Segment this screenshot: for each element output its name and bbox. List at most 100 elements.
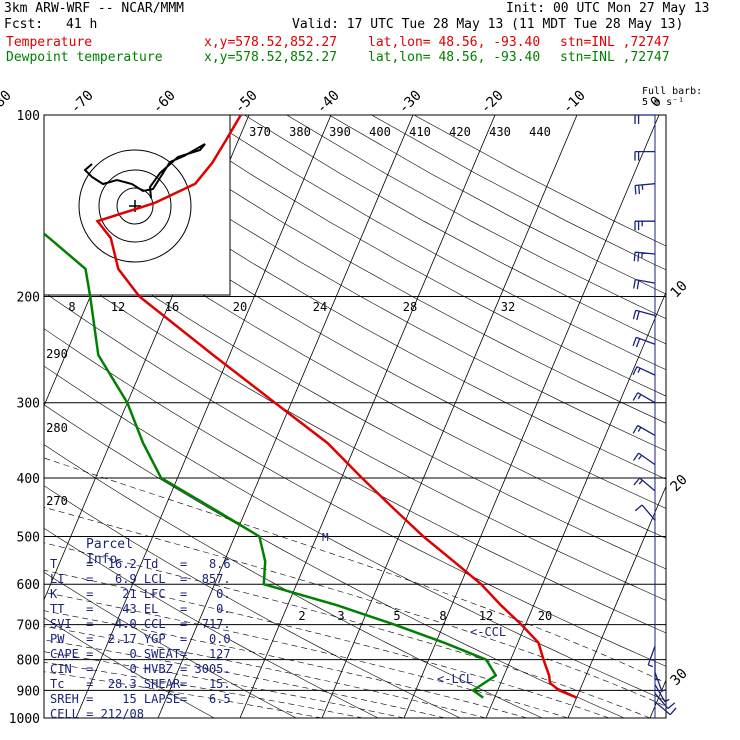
- wind-barb: [654, 701, 677, 716]
- temperature-trace: [95, 115, 578, 699]
- parcel-cell: CELL = 212/08: [50, 707, 144, 721]
- temperature-station: stn=INL ,72747: [560, 35, 670, 50]
- dry-adiabat: [44, 256, 666, 601]
- isotherm: [485, 291, 666, 718]
- dry-adiabat: [44, 221, 666, 570]
- wind-barb: [654, 672, 667, 692]
- isotherm: [732, 115, 740, 718]
- dewpoint-trace: [44, 232, 498, 699]
- dry-adiabat: [44, 404, 625, 718]
- theta-side-label-280: 280: [46, 421, 68, 435]
- init-time: Init: 00 UTC Mon 27 May 13: [506, 1, 710, 16]
- wind-barb: [633, 278, 656, 290]
- temperature-tick--60: -60: [150, 88, 179, 117]
- parcel-row-tc: Tc = 28.3 SHEAR= 15.: [50, 677, 231, 691]
- moist-adiabat: [44, 569, 610, 718]
- moist-adiabat: [44, 610, 528, 718]
- temperature-tick--20: -20: [478, 88, 507, 117]
- hodo-ring-1: [98, 169, 172, 243]
- hodo-speed-label-20: 20: [233, 300, 247, 314]
- wind-barb: [647, 645, 656, 668]
- isotherm: [649, 679, 666, 718]
- ccl-marker: <-CCL: [470, 625, 506, 639]
- dry-adiabat: [44, 571, 297, 718]
- theta-side-label-270: 270: [46, 494, 68, 508]
- dry-adiabat: [44, 444, 543, 718]
- wind-barb: [634, 114, 655, 124]
- temperature-xy: x,y=578.52,852.27: [204, 35, 338, 50]
- forecast-hour: 41 h: [66, 17, 98, 32]
- wind-barb: [632, 336, 656, 348]
- pressure-label-500: 500: [17, 530, 40, 545]
- mixing-ratio-label-2: 2: [298, 609, 305, 623]
- parcel-row-k: K = 21 LFC = 0.: [50, 587, 231, 601]
- dry-adiabat: [74, 115, 666, 452]
- temperature-tick-30: 30: [668, 666, 691, 689]
- temperature-tick-20: 20: [668, 472, 691, 495]
- parcel-row-sreh: SREH = 15 LAPSE= 6.5: [50, 692, 231, 706]
- theta-label-430: 430: [489, 125, 511, 139]
- pressure-label-200: 200: [17, 291, 40, 306]
- parcel-row-cin: CIN = 0 HVBZ = 3005.: [50, 662, 231, 676]
- dry-adiabat: [44, 291, 666, 634]
- isotherm: [403, 115, 660, 718]
- pressure-label-900: 900: [17, 684, 40, 699]
- dry-adiabat: [44, 154, 666, 509]
- hodo-ring-0: [116, 187, 154, 225]
- isotherm: [0, 115, 3, 718]
- lcl-marker: <-LCL: [437, 672, 473, 686]
- mixing-ratio-label-8: 8: [439, 609, 446, 623]
- dry-adiabat: [44, 617, 215, 718]
- theta-label-400: 400: [369, 125, 391, 139]
- hodo-speed-label-24: 24: [313, 300, 327, 314]
- wind-barb: [654, 692, 676, 710]
- moist-adiabat: [44, 651, 405, 718]
- moist-adiabat: [44, 457, 666, 684]
- dewpoint-xy: x,y=578.52,852.27: [204, 50, 338, 65]
- dry-adiabat: [44, 485, 461, 718]
- hodograph-trace: [83, 143, 206, 199]
- hodo-speed-label-12: 12: [111, 300, 125, 314]
- hodo-speed-label-8: 8: [68, 300, 75, 314]
- hodo-speed-label-32: 32: [501, 300, 515, 314]
- wind-barb-caption: Full barb:: [642, 86, 702, 97]
- dry-adiabat: [286, 115, 666, 319]
- wind-barb: [632, 366, 656, 376]
- dry-adiabat: [201, 115, 666, 371]
- wind-barb: [633, 477, 656, 492]
- hodo-speed-label-28: 28: [403, 300, 417, 314]
- parcel-row-cape: CAPE = 0 SWEAT= 127: [50, 647, 231, 661]
- parcel-row-tt: TT = 43 EL = 0.: [50, 602, 231, 616]
- dry-adiabat: [413, 115, 666, 247]
- theta-label-390: 390: [329, 125, 351, 139]
- isotherm: [75, 115, 332, 718]
- isotherm: [157, 115, 414, 718]
- theta-label-420: 420: [449, 125, 471, 139]
- dry-adiabat: [371, 115, 666, 271]
- parcel-info-title: Parcel Info: [86, 537, 133, 567]
- theta-label-380: 380: [289, 125, 311, 139]
- dry-adiabat: [159, 115, 666, 397]
- moist-adiabat: [44, 626, 487, 718]
- wind-barb: [632, 424, 656, 437]
- wind-barb: [634, 150, 656, 161]
- valid-time: Valid: 17 UTC Tue 28 May 13 (11 MDT Tue …: [292, 17, 684, 32]
- dry-adiabat: [44, 187, 666, 539]
- pressure-label-300: 300: [17, 397, 40, 412]
- pressure-label-100: 100: [17, 109, 40, 124]
- theta-side-label-290: 290: [46, 347, 68, 361]
- wind-barb-caption: 5 m s⁻¹: [642, 97, 684, 108]
- mixing-ratio-label-12: 12: [479, 609, 493, 623]
- theta-label-410: 410: [409, 125, 431, 139]
- temperature-tick--40: -40: [314, 88, 343, 117]
- wind-barb: [654, 684, 670, 703]
- theta-label-370: 370: [249, 125, 271, 139]
- wind-barb: [634, 220, 656, 231]
- parcel-row-svi: SVI = 4.0 CCL = 717.: [50, 617, 231, 631]
- pressure-label-1000: 1000: [9, 712, 40, 727]
- hodo-ring-2: [78, 149, 192, 263]
- dewpoint-station: stn=INL ,72747: [560, 50, 670, 65]
- moist-adiabat: [44, 671, 323, 718]
- model-title: 3km ARW-WRF -- NCAR/MMM: [4, 1, 185, 16]
